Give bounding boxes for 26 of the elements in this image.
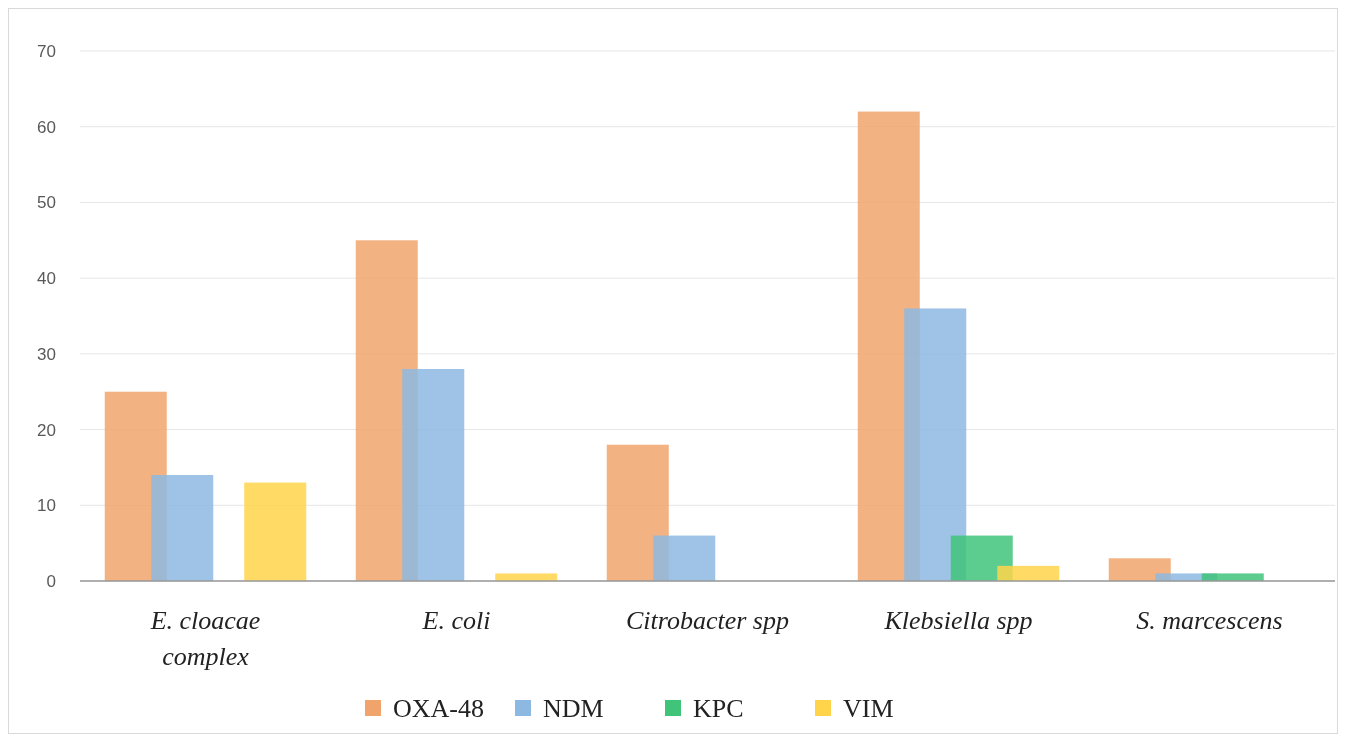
x-tick-label: E. cloacae complex: [149, 606, 261, 671]
y-tick-label: 60: [37, 117, 56, 137]
y-tick-label: 30: [37, 344, 56, 364]
y-tick-label: 0: [46, 571, 56, 591]
x-tick-label: S. marcescens: [1136, 606, 1283, 635]
y-tick-label: 50: [37, 193, 56, 213]
bar: [402, 369, 465, 581]
x-tick-label: Citrobacter spp: [626, 606, 789, 635]
bar: [904, 308, 967, 581]
legend-label: KPC: [693, 694, 744, 723]
y-tick-label: 70: [37, 41, 56, 61]
bar: [244, 482, 307, 581]
bar: [151, 475, 214, 581]
y-tick-label: 10: [37, 496, 56, 516]
bar: [653, 535, 716, 581]
bar: [1201, 573, 1264, 581]
bar: [495, 573, 558, 581]
legend-label: OXA-48: [393, 694, 484, 723]
y-tick-label: 20: [37, 420, 56, 440]
legend-label: VIM: [843, 694, 894, 723]
x-tick-label: E. coli: [421, 606, 491, 635]
y-tick-label: 40: [37, 269, 56, 289]
legend-label: NDM: [543, 694, 604, 723]
x-tick-label: Klebsiella spp: [883, 606, 1033, 635]
bar: [997, 565, 1060, 581]
bar: [606, 444, 669, 581]
